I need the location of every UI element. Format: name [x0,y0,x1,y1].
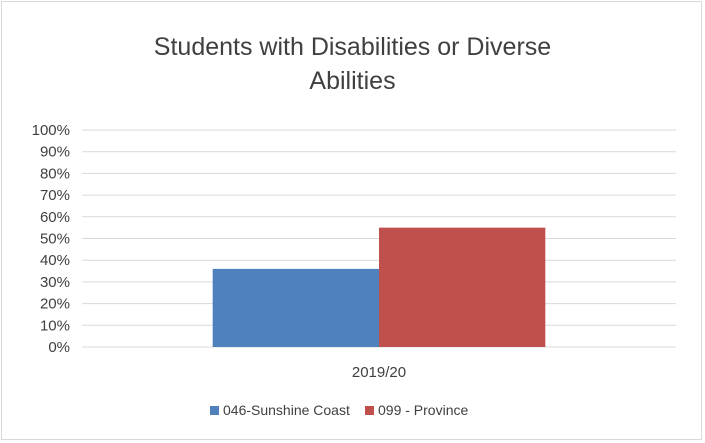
y-tick-label: 100% [32,122,70,139]
legend-swatch [365,406,374,415]
legend-swatch [210,406,219,415]
legend-label: 099 - Province [378,402,468,418]
y-tick-label: 90% [40,144,70,161]
y-tick-label: 80% [40,165,70,182]
chart-title-line-2: Abilities [309,67,396,95]
bar-0 [212,268,379,347]
y-tick-label: 60% [40,209,70,226]
y-tick-label: 50% [40,231,70,248]
chart-title: Students with Disabilities or Diverse Ab… [0,30,705,98]
y-tick-label: 30% [40,274,70,291]
y-tick-label: 70% [40,187,70,204]
y-tick-label: 20% [40,296,70,313]
y-tick-label: 10% [40,317,70,334]
x-tick-label: 2019/20 [352,364,406,381]
legend-label: 046-Sunshine Coast [223,402,350,418]
y-tick-label: 0% [48,339,70,356]
chart-title-line-1: Students with Disabilities or Diverse [153,33,552,61]
bar-1 [379,227,546,347]
y-tick-label: 40% [40,252,70,269]
